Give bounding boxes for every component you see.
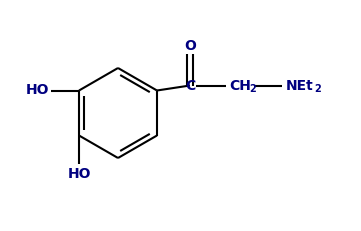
- Text: HO: HO: [67, 167, 91, 180]
- Text: HO: HO: [26, 83, 49, 97]
- Text: C: C: [185, 79, 195, 94]
- Text: 2: 2: [249, 83, 256, 94]
- Text: NEt: NEt: [286, 79, 314, 92]
- Text: 2: 2: [314, 83, 321, 94]
- Text: CH: CH: [229, 79, 251, 92]
- Text: O: O: [184, 39, 196, 52]
